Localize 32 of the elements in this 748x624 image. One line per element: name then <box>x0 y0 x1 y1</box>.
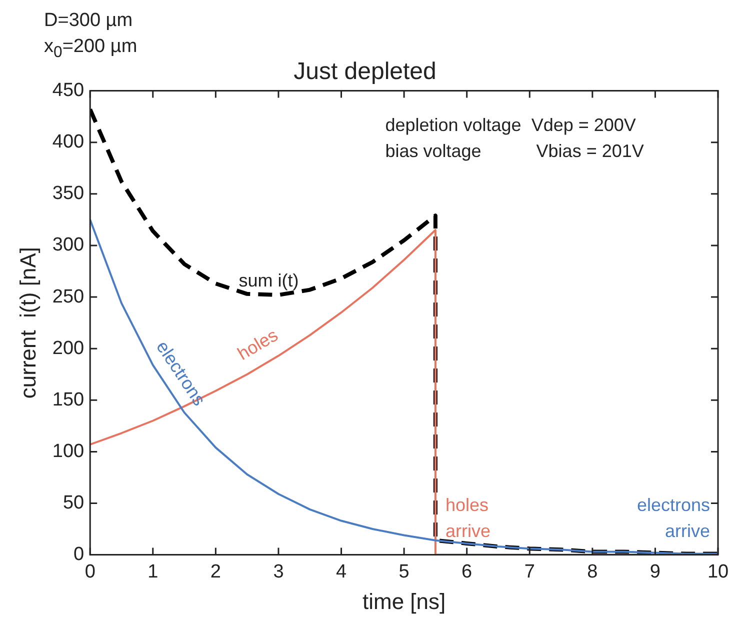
y-tick-label: 250 <box>52 286 84 308</box>
x-tick-label: 7 <box>524 561 535 582</box>
x-tick-label: 1 <box>148 561 158 582</box>
y-tick-label: 400 <box>52 132 84 153</box>
x-tick-label: 9 <box>650 561 660 582</box>
y-tick-label: 50 <box>62 492 84 514</box>
chart-title: Just depleted <box>294 58 436 86</box>
y-tick-label: 300 <box>52 234 84 256</box>
y-tick-label: 350 <box>52 183 84 204</box>
annotation: holes arrive <box>445 494 490 541</box>
x-tick-label: 2 <box>210 561 221 582</box>
annotation: depletion voltage Vdep = 200V <box>385 114 636 135</box>
x-tick-label: 3 <box>273 561 284 582</box>
series-label: sum i(t) <box>238 270 299 290</box>
y-tick-label: 150 <box>52 389 84 410</box>
x-tick-label: 6 <box>462 561 472 582</box>
x-tick-label: 10 <box>707 561 729 582</box>
line-series <box>90 107 718 555</box>
y-axis-title: current i(t) [nA] <box>15 247 40 399</box>
y-tick-label: 100 <box>52 440 84 462</box>
annotation: electrons arrive <box>636 494 710 541</box>
y-tick-label: 450 <box>52 80 84 102</box>
annotation: bias voltage Vbias = 201V <box>385 140 644 161</box>
x-tick-label: 5 <box>398 561 410 582</box>
text: holes <box>234 324 282 364</box>
text: x$_{0}$=200 µm <box>44 35 138 63</box>
y-tick-label: 200 <box>52 338 84 359</box>
x-axis-title: time [ns] <box>362 588 446 614</box>
y-tick-label: 0 <box>74 544 84 566</box>
x-tick-label: 4 <box>336 561 347 582</box>
x-tick-label: 8 <box>587 561 598 582</box>
text: D=300 µm <box>44 9 134 33</box>
